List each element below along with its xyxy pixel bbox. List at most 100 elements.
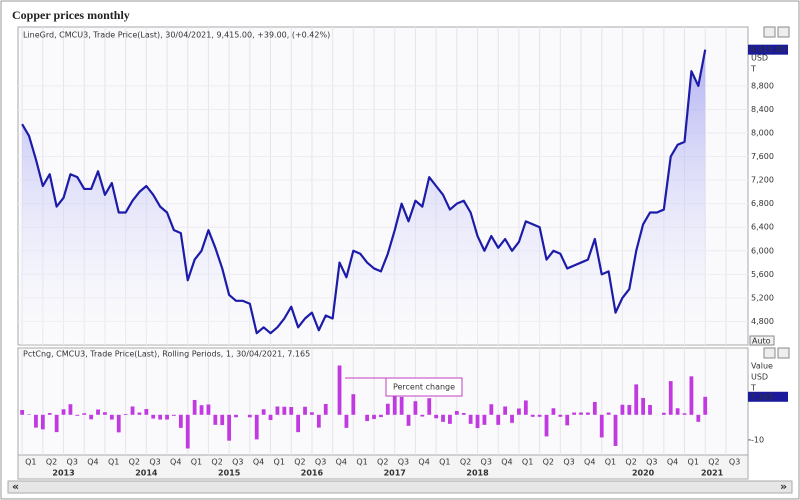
x-tick-label: Q4	[253, 458, 264, 467]
bar	[682, 413, 687, 415]
bar	[192, 399, 197, 415]
bar	[103, 412, 107, 415]
panel-button[interactable]	[763, 347, 776, 359]
bar	[323, 403, 328, 415]
bar	[385, 403, 390, 415]
legend-text: LineGrd, CMCU3, Trade Price(Last), 30/04…	[23, 31, 330, 40]
year-label: 2018	[466, 469, 489, 478]
bar	[599, 414, 604, 438]
y-tick-label: 8,800	[751, 81, 774, 90]
bar	[620, 404, 625, 415]
axis-unit: USD	[751, 54, 768, 63]
scroll-right[interactable]: »	[780, 480, 787, 493]
scroll-bar[interactable]	[7, 480, 793, 494]
bar	[275, 406, 280, 415]
y-tick-label: 8,000	[751, 129, 774, 138]
x-tick-label: Q4	[584, 458, 595, 467]
y-tick-label: 7,200	[751, 176, 774, 185]
bar	[606, 412, 611, 415]
bar	[47, 413, 52, 415]
bar	[613, 414, 618, 446]
bar	[675, 408, 680, 415]
bar	[434, 414, 439, 419]
bar	[247, 414, 252, 418]
bar	[303, 406, 307, 415]
bar	[351, 394, 356, 415]
bar	[641, 397, 646, 415]
auto-button[interactable]	[749, 335, 775, 346]
bar	[165, 414, 169, 420]
bar	[523, 400, 528, 415]
x-tick-label: Q1	[356, 458, 367, 467]
bar	[61, 409, 66, 415]
bar	[123, 414, 128, 415]
legend-text: PctCng, CMCU3, Trade Price(Last), Rollin…	[23, 350, 310, 359]
bar	[213, 414, 218, 425]
x-tick-label: Q3	[563, 458, 574, 467]
bar	[310, 412, 314, 415]
bar	[20, 410, 25, 415]
annotation-box	[385, 377, 463, 397]
bar	[40, 414, 45, 430]
bar	[489, 404, 494, 415]
bar	[220, 414, 225, 426]
bar	[634, 384, 639, 415]
y-tick-label: 6,400	[751, 223, 774, 232]
bar	[627, 404, 632, 415]
x-tick-label: Q3	[398, 458, 409, 467]
bar	[420, 414, 425, 417]
last-value-label: 7.165	[750, 392, 773, 401]
bar	[68, 404, 73, 415]
bar	[565, 414, 570, 426]
bar	[75, 414, 80, 416]
y-tick-label: 6,800	[751, 199, 774, 208]
x-tick-label: Q2	[377, 458, 388, 467]
bar	[379, 414, 383, 418]
panel-button[interactable]	[777, 347, 790, 359]
y-tick-label: 6,000	[751, 246, 774, 255]
bar	[151, 414, 156, 419]
bar	[648, 404, 652, 415]
price-line	[21, 49, 707, 335]
bar	[372, 414, 376, 420]
bar	[289, 406, 294, 415]
bar	[661, 412, 666, 415]
panel-button[interactable]	[763, 26, 776, 38]
year-label: 2020	[632, 469, 655, 478]
pct-panel	[17, 347, 749, 456]
bar	[109, 414, 114, 420]
bar	[344, 414, 349, 428]
bar	[475, 414, 480, 429]
axis-unit: USD	[751, 373, 768, 382]
annotation: Percent change	[393, 383, 455, 392]
y-tick-label: 5,600	[751, 270, 774, 279]
x-tick-label: Q1	[439, 458, 450, 467]
bar	[441, 414, 445, 422]
price-area	[22, 49, 706, 346]
scroll-left[interactable]: «	[12, 480, 19, 493]
x-tick-label: Q4	[418, 458, 429, 467]
x-tick-label: Q3	[232, 458, 243, 467]
year-label: 2021	[701, 469, 724, 478]
bar	[254, 414, 259, 440]
bar	[427, 398, 432, 415]
bar	[130, 406, 135, 415]
x-tick-label: Q3	[481, 458, 492, 467]
bar	[592, 401, 597, 415]
x-tick-label: Q2	[460, 458, 471, 467]
bar	[703, 396, 708, 415]
axis-unit: T	[750, 384, 756, 393]
bar	[268, 414, 273, 421]
bar	[89, 414, 94, 420]
x-tick-label: Q2	[129, 458, 140, 467]
x-tick-label: Q1	[274, 458, 285, 467]
bar	[696, 414, 701, 422]
x-tick-label: Q1	[605, 458, 616, 467]
x-tick-label: Q2	[46, 458, 57, 467]
panel-button[interactable]	[777, 26, 790, 38]
bar	[206, 404, 211, 415]
last-value-box	[748, 391, 788, 402]
year-label: 2017	[384, 469, 406, 478]
bar	[448, 414, 452, 424]
